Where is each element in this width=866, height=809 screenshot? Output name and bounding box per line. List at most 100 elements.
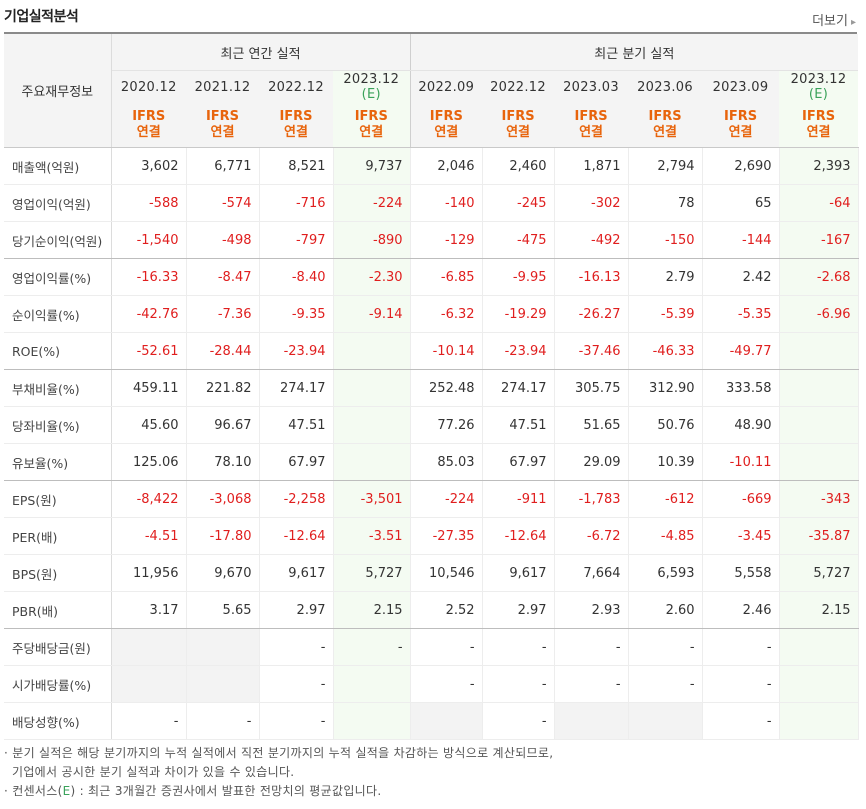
table-cell: -498 (186, 221, 260, 259)
table-cell: -5.35 (702, 295, 780, 333)
basis-header: IFRS 연결 (409, 103, 483, 148)
table-cell (554, 702, 629, 740)
basis-header: IFRS 연결 (554, 103, 629, 148)
table-cell: -23.94 (482, 332, 555, 370)
table-cell: -42.76 (111, 295, 187, 333)
basis-ifrs: IFRS (648, 109, 682, 124)
table-cell (409, 702, 483, 740)
table-cell: -19.29 (482, 295, 555, 333)
corner-header: 주요재무정보 (4, 34, 112, 148)
table-cell: - (628, 628, 703, 666)
table-cell: 2.93 (554, 591, 629, 629)
annual-group-header: 최근 연간 실적 (111, 34, 411, 71)
table-cell (779, 443, 859, 481)
table-cell: -23.94 (259, 332, 334, 370)
basis-consolidated: 연결 (210, 125, 235, 140)
table-cell: 1,871 (554, 147, 629, 185)
table-row: 배당성향(%) - - - - - (4, 702, 859, 740)
table-cell (779, 665, 859, 703)
table-cell: 29.09 (554, 443, 629, 481)
row-label: 순이익률(%) (4, 295, 112, 333)
table-cell: 9,670 (186, 554, 260, 592)
table-cell: -224 (409, 480, 483, 518)
basis-ifrs: IFRS (279, 109, 313, 124)
basis-ifrs: IFRS (574, 109, 608, 124)
period-header: 2023.03 (554, 70, 629, 103)
table-cell: -716 (259, 184, 334, 222)
table-row: EPS(원) -8,422 -3,068 -2,258 -3,501 -224 -911 -1… (4, 480, 859, 518)
table-cell (186, 628, 260, 666)
table-row: 유보율(%) 125.06 78.10 67.97 85.03 67.97 29.09 10.… (4, 443, 859, 481)
table-cell: 312.90 (628, 369, 703, 407)
table-cell: -8,422 (111, 480, 187, 518)
more-link[interactable]: 더보기 ▸ (812, 10, 856, 29)
table-cell: -245 (482, 184, 555, 222)
table-cell: -5.39 (628, 295, 703, 333)
footnote-3: · 컨센서스(E) : 최근 3개월간 증권사에서 발표한 전망치의 평균값입니… (4, 782, 553, 801)
basis-consolidated: 연결 (728, 125, 753, 140)
row-label: 부채비율(%) (4, 369, 112, 407)
table-cell: -492 (554, 221, 629, 259)
row-label: PBR(배) (4, 591, 112, 629)
table-cell: 11,956 (111, 554, 187, 592)
table-cell: -2.68 (779, 258, 859, 296)
table-cell: 252.48 (409, 369, 483, 407)
table-cell: - (554, 628, 629, 666)
basis-ifrs: IFRS (429, 109, 463, 124)
basis-consolidated: 연결 (653, 125, 677, 140)
row-label: ROE(%) (4, 332, 112, 370)
table-cell: - (482, 628, 555, 666)
row-label: 영업이익(억원) (4, 184, 112, 222)
table-cell: - (259, 628, 334, 666)
table-row: 매출액(억원) 3,602 6,771 8,521 9,737 2,046 2,460 1,8… (4, 147, 859, 185)
table-cell: -797 (259, 221, 334, 259)
period-header: 2023.09 (702, 70, 780, 103)
table-cell: -16.13 (554, 258, 629, 296)
table-cell: -28.44 (186, 332, 260, 370)
row-label: 유보율(%) (4, 443, 112, 481)
basis-consolidated: 연결 (806, 125, 831, 140)
table-cell: -144 (702, 221, 780, 259)
table-cell (779, 702, 859, 740)
table-cell: -9.95 (482, 258, 555, 296)
basis-header: IFRS 연결 (186, 103, 259, 148)
table-cell: -26.27 (554, 295, 629, 333)
table-cell: -890 (333, 221, 411, 259)
table-cell: 2.60 (628, 591, 703, 629)
table-cell: 2.15 (333, 591, 411, 629)
row-label: 당좌비율(%) (4, 406, 112, 444)
table-cell: 67.97 (259, 443, 334, 481)
table-cell: - (186, 702, 260, 740)
table-row: 영업이익률(%) -16.33 -8.47 -8.40 -2.30 -6.85 -9.95-… (4, 258, 859, 296)
table-cell: -4.85 (628, 517, 703, 555)
table-cell: 7,664 (554, 554, 629, 592)
period-header: 2023.12 (E) (779, 70, 859, 103)
table-cell: 5.65 (186, 591, 260, 629)
basis-header: IFRS 연결 (111, 103, 186, 148)
table-cell: -475 (482, 221, 555, 259)
table-cell: 6,593 (628, 554, 703, 592)
table-cell: 305.75 (554, 369, 629, 407)
table-cell: 78 (628, 184, 703, 222)
table-cell: 10.39 (628, 443, 703, 481)
table-cell: - (259, 665, 334, 703)
table-cell: 9,617 (482, 554, 555, 592)
basis-ifrs: IFRS (132, 109, 166, 124)
table-cell: -574 (186, 184, 260, 222)
basis-header: IFRS 연결 (779, 103, 859, 148)
table-cell: - (702, 702, 780, 740)
table-cell: 47.51 (259, 406, 334, 444)
table-cell: -27.35 (409, 517, 483, 555)
table-cell: 3.17 (111, 591, 187, 629)
table-cell: -3.51 (333, 517, 411, 555)
table-cell: -7.36 (186, 295, 260, 333)
top-rule (4, 32, 857, 34)
table-cell: 2.79 (628, 258, 703, 296)
table-cell: 48.90 (702, 406, 780, 444)
table-row: ROE(%) -52.61 -28.44 -23.94 -10.14 -23.94 -37.… (4, 332, 859, 370)
table-row: 영업이익(억원) -588 -574 -716 -224 -140 -245 -302 78 65… (4, 184, 859, 222)
basis-ifrs: IFRS (354, 109, 388, 124)
basis-consolidated: 연결 (506, 125, 530, 140)
table-cell: -8.40 (259, 258, 334, 296)
table-cell: - (702, 665, 780, 703)
